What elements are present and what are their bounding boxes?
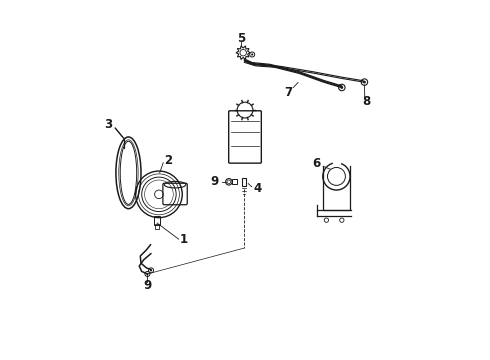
Text: 7: 7 xyxy=(284,86,292,99)
Text: 8: 8 xyxy=(362,95,370,108)
Circle shape xyxy=(363,81,366,84)
Text: 6: 6 xyxy=(313,157,321,170)
Text: 1: 1 xyxy=(180,233,188,246)
Text: 3: 3 xyxy=(105,118,113,131)
Circle shape xyxy=(150,269,152,271)
Polygon shape xyxy=(236,46,250,59)
Circle shape xyxy=(341,86,343,89)
Circle shape xyxy=(251,53,253,55)
Text: 2: 2 xyxy=(164,154,172,167)
Text: 5: 5 xyxy=(237,32,245,45)
Circle shape xyxy=(147,273,148,275)
Bar xyxy=(242,178,246,186)
Text: 4: 4 xyxy=(253,183,262,195)
Text: 9: 9 xyxy=(210,175,219,188)
Bar xyxy=(153,216,160,225)
Bar xyxy=(232,179,238,184)
Bar xyxy=(155,225,159,229)
Text: 9: 9 xyxy=(144,279,151,292)
